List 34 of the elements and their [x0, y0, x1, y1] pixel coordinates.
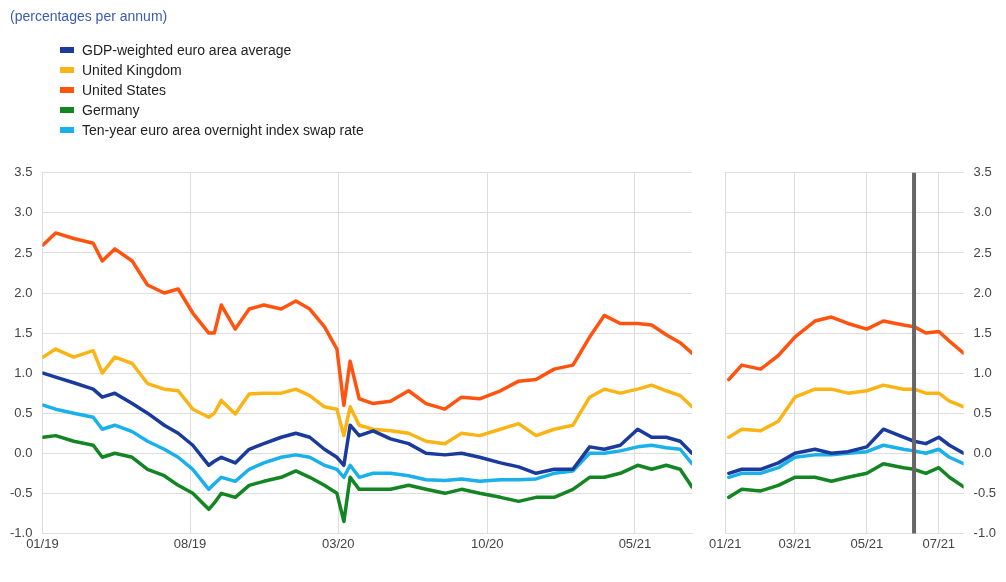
y-tick-label: 3.0: [973, 204, 992, 220]
y-tick-label: 1.5: [14, 324, 33, 340]
legend-label: Germany: [82, 102, 140, 118]
x-tick-label: 01/21: [708, 535, 742, 551]
y-tick-label: 2.5: [14, 244, 33, 260]
y-tick-label: 1.0: [973, 364, 992, 380]
y-tick-label: 2.0: [973, 284, 992, 300]
y-tick-label: 3.0: [14, 204, 33, 220]
legend-label: Ten-year euro area overnight index swap rate: [82, 122, 364, 138]
y-tick-label: -0.5: [973, 484, 997, 500]
x-tick-label: 03/21: [778, 535, 812, 551]
y-tick-label: -1.0: [973, 524, 997, 540]
y-tick-label: 2.5: [973, 244, 992, 260]
y-tick-label: -1.0: [9, 524, 33, 540]
y-tick-label: 0.5: [14, 404, 33, 420]
y-tick-label: 0.0: [973, 444, 992, 460]
y-tick-label: -0.5: [9, 484, 33, 500]
y-tick-label: 0.5: [973, 404, 992, 420]
x-tick-label: 05/21: [850, 535, 884, 551]
y-tick-label: 1.0: [14, 364, 33, 380]
y-tick-label: 0.0: [14, 444, 33, 460]
x-tick-label: 08/19: [173, 535, 207, 551]
x-tick-label: 10/20: [471, 535, 504, 551]
x-tick-label: 03/20: [322, 535, 355, 551]
x-tick-label: 07/21: [922, 535, 956, 551]
y-tick-label: 1.5: [973, 324, 992, 340]
legend-label: United Kingdom: [82, 62, 182, 78]
y-tick-label: 3.5: [14, 164, 33, 180]
x-tick-label: 05/21: [618, 535, 652, 551]
legend-label: GDP-weighted euro area average: [82, 42, 292, 58]
chart-subtitle: (percentages per annum): [10, 8, 168, 24]
legend-label: United States: [82, 82, 167, 98]
y-tick-label: 3.5: [973, 164, 992, 180]
y-tick-label: 2.0: [14, 284, 33, 300]
